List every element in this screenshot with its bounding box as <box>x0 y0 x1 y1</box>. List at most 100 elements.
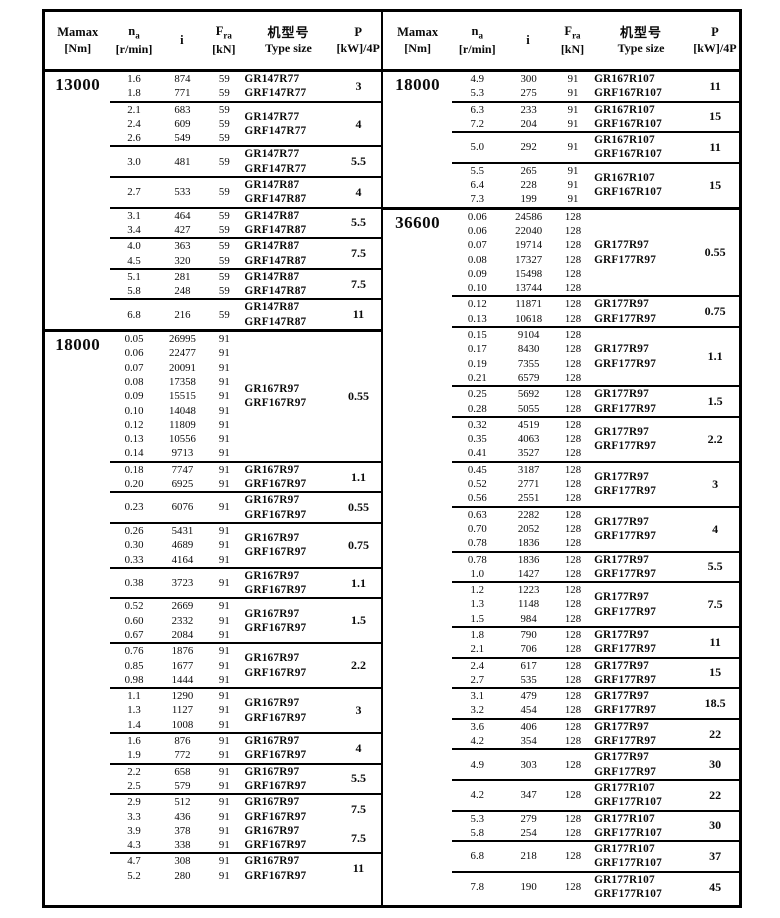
header-cell-p: P [kW]/4P <box>691 25 739 56</box>
ratio-value: 254 <box>520 826 537 839</box>
radial-force-value: 91 <box>567 73 579 85</box>
type-size-label: GR167R97 <box>244 569 300 582</box>
value-row: 1.5 984 128 <box>452 612 591 626</box>
ratio-group: 4.2 347 128 GR177R107 GRF177R107 22 <box>452 781 739 810</box>
ratio-value: 338 <box>174 839 191 852</box>
ratio-value: 6925 <box>171 478 194 491</box>
radial-force-value: 91 <box>567 193 579 206</box>
ratio-block: 0.52 2669 91 0.60 2332 91 0.67 2084 91 GR167R97 GR… <box>110 597 381 642</box>
value-row: 0.17 8430 128 <box>452 342 591 356</box>
section-blocks: 0.06 24586 128 0.06 22040 128 0.07 19714 128 0.08… <box>452 210 739 902</box>
ratio-block: 2.1 683 59 2.4 609 59 2.6 549 59 GR147R77 GRF147R7… <box>110 100 381 146</box>
ratio-value: 9713 <box>171 447 194 460</box>
type-size-label: GR177R97 <box>594 659 650 672</box>
ratio-block: 0.18 7747 91 0.20 6925 91 GR167R97 GRF167R97 1.1 <box>110 460 381 492</box>
ratio-value: 464 <box>174 209 191 222</box>
ratio-group: 0.76 1876 91 0.85 1677 91 0.98 1444 91 GR167R97 GR… <box>110 644 380 687</box>
ratio-value: 233 <box>520 103 537 116</box>
type-size-label: GR147R87 <box>244 240 300 253</box>
type-size-label: GRF177R97 <box>594 402 657 415</box>
ratio-block: 4.7 308 91 5.2 280 91 GR167R97 GRF167R97 11 <box>110 852 381 883</box>
radial-force-value: 91 <box>218 390 230 403</box>
type-size-label: GRF167R107 <box>594 117 662 130</box>
type-size-label: GR177R97 <box>594 628 650 641</box>
ratio-block: 0.26 5431 91 0.30 4689 91 0.33 4164 91 GR167R97 GR… <box>110 521 381 567</box>
value-row: 1.8 771 59 <box>110 86 241 100</box>
radial-force-value: 128 <box>564 758 582 771</box>
value-rows: 0.78 1836 128 1.0 1427 128 <box>452 553 591 582</box>
ratio-group: 7.8 190 128 GR177R107 GRF177R107 45 <box>452 873 739 902</box>
value-row: 0.10 13744 128 <box>452 281 591 295</box>
value-rows: 4.0 363 59 4.5 320 59 <box>110 239 241 268</box>
radial-force-value: 91 <box>218 418 230 431</box>
value-row: 1.1 1290 91 <box>110 689 241 703</box>
ratio-value: 4164 <box>171 553 194 566</box>
type-size-label: GRF177R97 <box>594 357 657 370</box>
value-row: 1.0 1427 128 <box>452 567 591 581</box>
power-value: 22 <box>709 726 722 741</box>
value-row: 2.9 512 91 <box>110 795 241 809</box>
speed-value: 4.3 <box>127 839 141 852</box>
ratio-value: 190 <box>520 880 537 893</box>
ratio-value: 6076 <box>171 501 194 514</box>
type-size-label: GRF177R97 <box>594 605 657 618</box>
radial-force-value: 59 <box>218 132 230 145</box>
type-size-label: GRF167R97 <box>244 666 307 679</box>
power-value: 37 <box>709 848 722 863</box>
type-size-cell: GR167R97 GRF167R97 <box>241 651 336 680</box>
value-row: 5.8 254 128 <box>452 826 591 840</box>
value-row: 4.2 354 128 <box>452 734 591 748</box>
type-size-label: GRF177R97 <box>594 530 657 543</box>
ratio-value: 3723 <box>171 576 194 589</box>
radial-force-value: 91 <box>218 463 230 476</box>
section-blocks: 1.6 874 59 1.8 771 59 GR147R77 GRF147R77 3 2.1 683… <box>110 72 381 329</box>
torque-section: 36600 0.06 24586 128 0.06 22040 128 0.07 19714 12… <box>382 206 739 902</box>
speed-value: 0.60 <box>124 614 144 627</box>
section-torque-label: 13000 <box>55 75 101 94</box>
header-title: na <box>471 24 483 41</box>
ratio-value: 549 <box>174 132 191 145</box>
speed-value: 1.0 <box>470 567 485 580</box>
value-row: 0.15 9104 128 <box>452 328 591 342</box>
speed-value: 5.3 <box>470 87 485 100</box>
radial-force-value: 128 <box>564 371 582 384</box>
ratio-value: 17358 <box>168 375 196 388</box>
ratio-value: 300 <box>520 73 537 85</box>
power-value: 5.5 <box>350 771 366 786</box>
type-size-label: GR177R107 <box>594 781 655 794</box>
type-size-label: GRF147R87 <box>244 254 307 267</box>
radial-force-value: 91 <box>218 673 230 686</box>
radial-force-value: 91 <box>218 855 230 868</box>
ratio-value: 2332 <box>171 614 194 627</box>
header-cell-i: i <box>502 33 554 49</box>
ratio-group: 3.1 464 59 3.4 427 59 GR147R87 GRF147R87 5.5 <box>110 209 380 238</box>
type-size-label: GR147R87 <box>244 209 300 222</box>
speed-value: 0.30 <box>124 539 144 552</box>
ratio-block: 2.2 658 91 2.5 579 91 GR167R97 GRF167R97 5.5 <box>110 762 381 794</box>
type-size-cell: GR177R97 GRF177R97 <box>591 590 691 619</box>
value-row: 0.52 2771 128 <box>452 477 591 491</box>
type-size-label: GR177R97 <box>594 591 650 604</box>
ratio-value: 19714 <box>515 239 543 252</box>
ratio-group: 0.63 2282 128 0.70 2052 128 0.78 1836 128 GR177R9… <box>452 508 739 551</box>
value-row: 3.1 464 59 <box>110 209 241 223</box>
power-value: 15 <box>709 109 722 124</box>
type-size-cell: GR167R107 GRF167R107 <box>591 133 691 162</box>
type-size-label: GRF167R97 <box>244 869 307 882</box>
value-rows: 5.3 279 128 5.8 254 128 <box>452 812 591 841</box>
type-size-cell: GR167R97 GRF167R97 <box>241 696 336 725</box>
speed-value: 7.8 <box>470 880 485 893</box>
type-size-label: GR167R97 <box>244 494 300 507</box>
type-size-label: GRF147R87 <box>244 223 307 236</box>
speed-value: 0.09 <box>467 267 487 280</box>
ratio-group: 0.45 3187 128 0.52 2771 128 0.56 2551 128 GR177R9… <box>452 463 739 506</box>
power-value: 7.5 <box>707 597 723 612</box>
value-row: 3.3 436 91 <box>110 810 241 824</box>
power-value: 0.75 <box>704 304 726 319</box>
radial-force-value: 128 <box>564 447 582 460</box>
section-blocks: 4.9 300 91 5.3 275 91 GR167R107 GRF167R107 11 6.3… <box>452 72 739 207</box>
type-size-label: GRF177R107 <box>594 796 662 809</box>
header-title: i <box>526 32 530 47</box>
type-size-label: GRF167R97 <box>244 810 307 823</box>
header-unit: [Nm] <box>404 40 431 55</box>
